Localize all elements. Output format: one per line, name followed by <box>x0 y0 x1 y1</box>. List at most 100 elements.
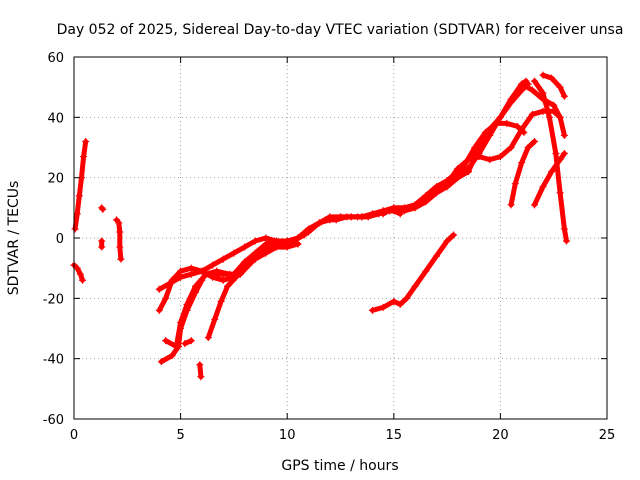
y-tick-label: -40 <box>43 353 64 368</box>
data-point <box>294 234 302 242</box>
axis-layer: 0 5 10 15 20 25 -60 -40 -20 0 20 40 60 <box>43 51 616 443</box>
data-point <box>204 270 212 278</box>
data-point <box>552 150 560 158</box>
data-point <box>217 297 225 305</box>
data-point <box>411 201 419 209</box>
data-point <box>198 267 206 275</box>
data-point <box>79 276 87 284</box>
data-point <box>283 237 291 245</box>
data-point <box>177 267 185 275</box>
data-point <box>432 252 440 260</box>
data-point <box>204 334 212 342</box>
data-series-s11 <box>196 361 205 381</box>
data-point <box>262 234 270 242</box>
data-series-s4 <box>98 237 106 251</box>
data-point <box>539 95 547 103</box>
data-point <box>219 270 227 278</box>
x-axis-label: GPS time / hours <box>281 458 398 474</box>
data-point <box>443 177 451 185</box>
data-point <box>539 89 547 97</box>
data-point <box>545 113 553 121</box>
data-point <box>73 210 81 218</box>
y-axis-label: SDTVAR / TECUs <box>6 181 22 296</box>
data-point <box>162 294 170 302</box>
data-point <box>262 249 270 257</box>
data-point <box>518 159 526 167</box>
data-point <box>548 74 556 82</box>
data-point <box>181 340 189 348</box>
data-point <box>560 150 568 158</box>
data-point <box>82 137 90 145</box>
data-point <box>560 92 568 100</box>
y-tick-label: 20 <box>47 172 64 187</box>
data-point <box>556 189 564 197</box>
data-point <box>117 255 125 263</box>
data-series-s2 <box>70 261 87 284</box>
data-point <box>562 237 570 245</box>
data-point <box>486 131 494 139</box>
data-point <box>177 273 185 281</box>
data-series-s15 <box>290 119 528 245</box>
data-point <box>503 119 511 127</box>
data-point <box>73 264 81 272</box>
x-tick-label: 10 <box>279 428 296 443</box>
data-point <box>166 279 174 287</box>
data-point <box>486 156 494 164</box>
x-tick-label: 25 <box>599 428 616 443</box>
data-point <box>396 210 404 218</box>
data-point <box>80 153 88 161</box>
data-point <box>358 213 366 221</box>
data-point <box>183 306 191 314</box>
data-point <box>481 128 489 136</box>
data-point <box>522 77 530 85</box>
data-point <box>187 337 195 345</box>
data-point <box>99 205 107 213</box>
data-point <box>241 258 249 266</box>
data-point <box>379 303 387 311</box>
series-trace <box>71 262 85 283</box>
data-point <box>224 282 232 290</box>
data-series-s20 <box>507 137 539 209</box>
x-tick-label: 20 <box>492 428 509 443</box>
data-series-s24 <box>539 71 568 100</box>
data-point <box>98 243 106 251</box>
data-point <box>315 219 323 227</box>
data-point <box>75 192 83 200</box>
data-point <box>187 264 195 272</box>
data-point <box>305 228 313 236</box>
data-point <box>262 243 270 251</box>
data-point <box>422 192 430 200</box>
data-point <box>403 294 411 302</box>
data-point <box>524 144 532 151</box>
data-point <box>560 225 568 233</box>
x-tick-label: 5 <box>176 428 184 443</box>
data-point <box>531 77 539 85</box>
data-series-s10 <box>181 337 195 348</box>
data-point <box>230 270 238 278</box>
data-point <box>454 168 462 176</box>
data-point <box>251 252 259 260</box>
plot-frame <box>73 56 608 420</box>
data-point <box>556 83 564 91</box>
data-point <box>230 249 238 257</box>
data-point <box>76 270 84 278</box>
data-point <box>531 137 539 145</box>
data-point <box>432 183 440 191</box>
data-point <box>550 101 558 109</box>
data-point <box>326 213 334 221</box>
data-point <box>198 276 206 284</box>
data-point <box>560 131 568 139</box>
data-point <box>390 204 398 212</box>
data-point <box>251 237 259 245</box>
data-point <box>219 255 227 263</box>
data-point <box>379 210 387 218</box>
data-point <box>294 240 302 248</box>
data-point <box>496 113 504 121</box>
data-point <box>290 237 298 245</box>
data-point <box>400 204 408 212</box>
data-point <box>507 201 515 209</box>
data-point <box>528 110 536 118</box>
data-point <box>443 237 451 245</box>
data-point <box>337 213 344 221</box>
